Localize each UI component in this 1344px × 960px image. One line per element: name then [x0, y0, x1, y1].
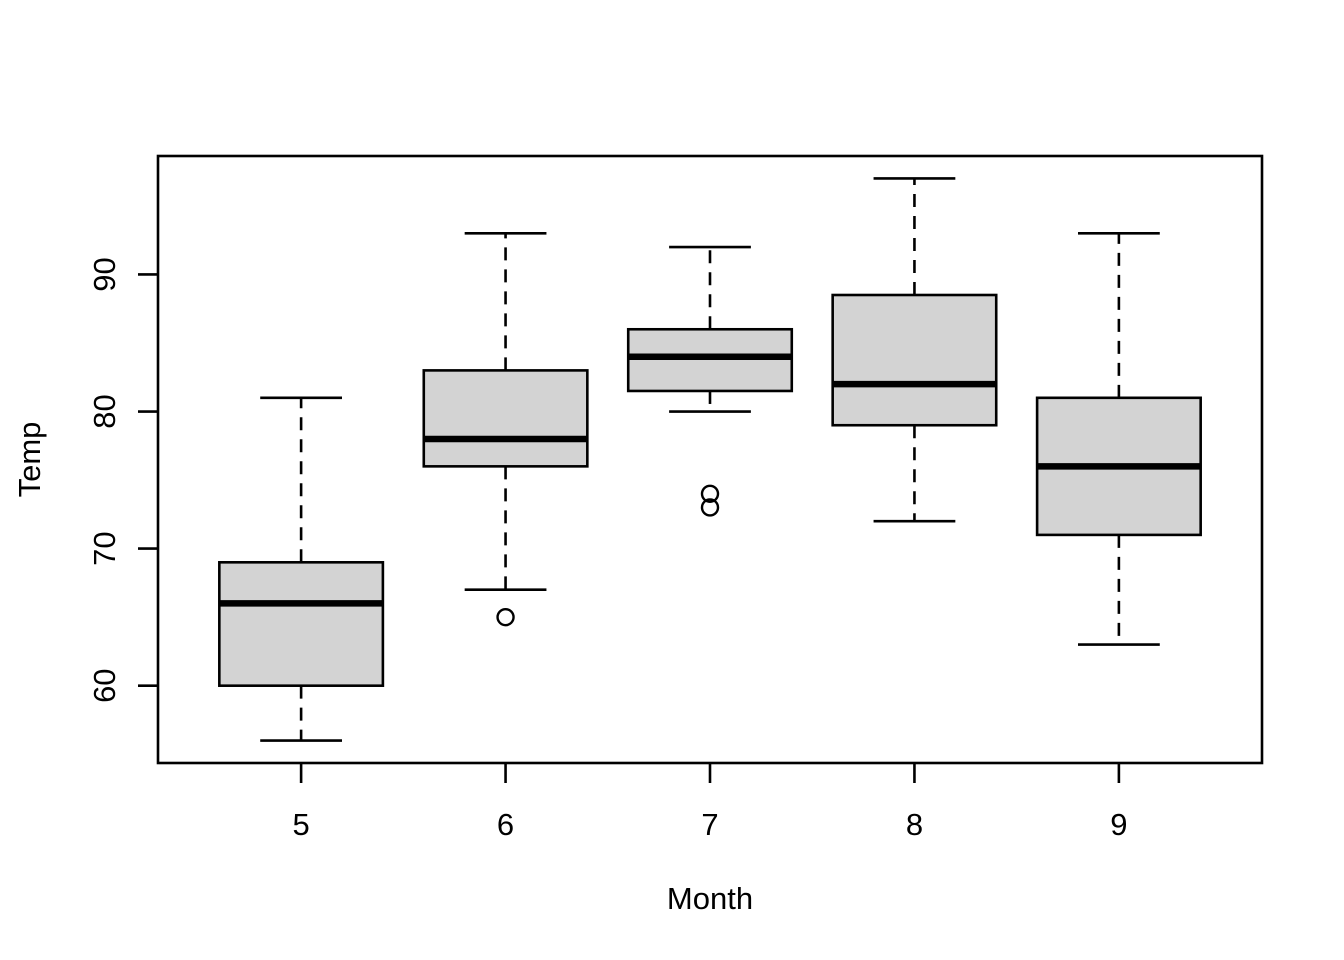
whiskers-layer [260, 177, 1160, 742]
boxplot-month-9 [1035, 396, 1202, 537]
boxplot-month-5 [218, 561, 385, 687]
iqr-box [422, 369, 589, 468]
y-axis: 60 70 80 90 [87, 257, 158, 703]
x-tick-label: 9 [1110, 807, 1127, 842]
iqr-box [218, 561, 385, 687]
boxplot-month-6 [422, 369, 589, 468]
y-tick-label: 60 [87, 668, 122, 702]
outlier-point [700, 498, 720, 517]
x-tick-label: 5 [292, 807, 309, 842]
x-axis: 5 6 7 8 9 [292, 763, 1128, 842]
outliers-layer [496, 484, 720, 627]
y-tick-label: 80 [87, 394, 122, 428]
x-tick-label: 7 [701, 807, 718, 842]
y-tick-label: 90 [87, 257, 122, 291]
iqr-box [831, 293, 998, 427]
y-tick-label: 70 [87, 531, 122, 565]
x-axis-title: Month [667, 881, 753, 916]
x-tick-label: 6 [497, 807, 514, 842]
boxplot-month-8 [831, 293, 998, 427]
boxplot-month-7 [626, 327, 794, 393]
boxes-layer [218, 293, 1202, 687]
outlier-point [496, 607, 515, 627]
outlier-point [700, 484, 720, 503]
x-tick-label: 8 [906, 807, 923, 842]
iqr-box [626, 327, 794, 393]
y-axis-title: Temp [12, 422, 47, 498]
